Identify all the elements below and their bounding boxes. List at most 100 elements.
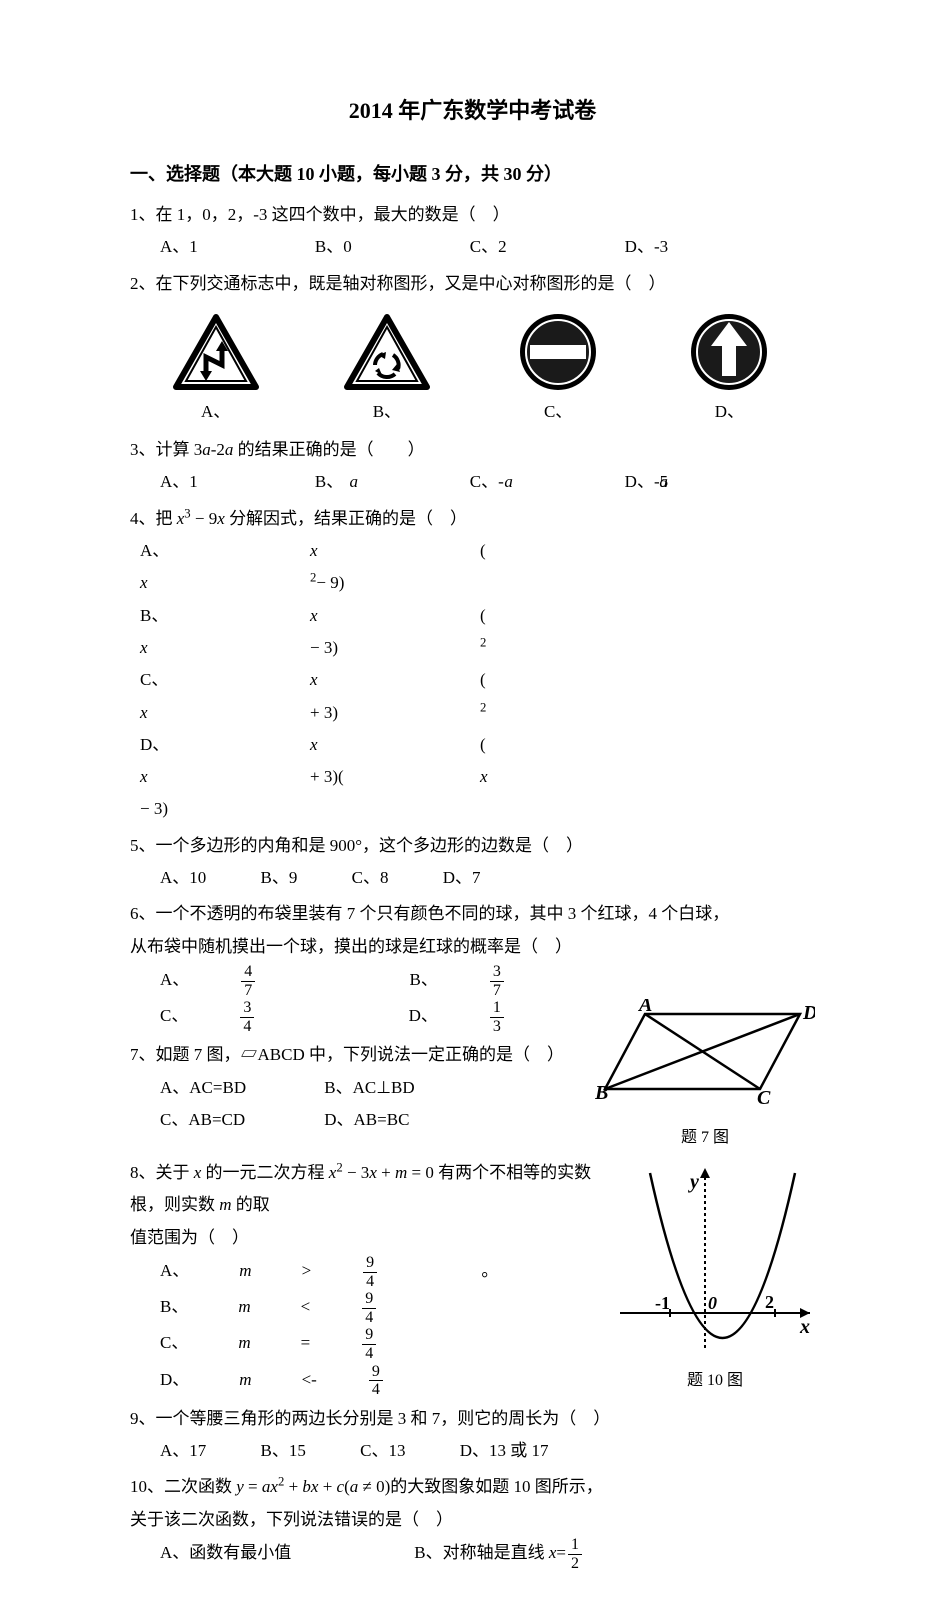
n: 9 (362, 1326, 376, 1345)
question-8: 8、关于 x 的一元二次方程 x2 − 3x + m = 0 有两个不相等的实数… (130, 1157, 815, 1399)
t: ( (480, 729, 630, 761)
q8-opt-b: B、m<94 (160, 1290, 476, 1326)
q4-stem: 4、把 x3 − 9x 分解因式，结果正确的是（ ） (130, 503, 815, 535)
v: x (140, 567, 290, 599)
q8-line1: 8、关于 x 的一元二次方程 x2 − 3x + m = 0 有两个不相等的实数… (130, 1157, 815, 1222)
q9-opt-d: D、13 或 17 (460, 1435, 549, 1467)
q8-opt-a: A、m>94 。 (160, 1254, 548, 1290)
q2-label-d: D、 (684, 396, 774, 428)
t: 的大致图象如题 10 图所示， (390, 1477, 603, 1496)
t: − 9) (316, 567, 466, 599)
v: x (311, 1477, 319, 1496)
v: x (270, 1477, 278, 1496)
q7-opt-c: C、AB=CD (160, 1104, 320, 1136)
v: a (262, 1477, 271, 1496)
t: C、 (160, 1327, 188, 1359)
q2-label-c: C、 (513, 396, 603, 428)
q9-stem: 9、一个等腰三角形的两边长分别是 3 和 7，则它的周长为（ ） (130, 1403, 815, 1435)
n: 3 (240, 999, 254, 1018)
question-3: 3、计算 3a-2a 的结果正确的是（ ） A、1 B、a C、-a D、-5a (130, 434, 815, 499)
t: C、 (160, 1000, 188, 1032)
t: = (301, 1327, 311, 1359)
t: 8、关于 (130, 1163, 194, 1182)
v: b (302, 1477, 311, 1496)
q5-opt-c: C、8 (352, 862, 389, 894)
question-4: 4、把 x3 − 9x 分解因式，结果正确的是（ ） A、x(x2 − 9) B… (130, 503, 815, 826)
t: 的取 (232, 1195, 270, 1214)
question-1: 1、在 1，0，2，-3 这四个数中，最大的数是（ ） A、1 B、0 C、2 … (130, 199, 815, 264)
v: x (140, 761, 290, 793)
q3-var: a (202, 440, 211, 459)
d: 3 (490, 1018, 504, 1036)
q3-opt-b: B、a (315, 466, 466, 498)
d: 7 (490, 982, 504, 1000)
section-1-header: 一、选择题（本大题 10 小题，每小题 3 分，共 30 分） (130, 157, 815, 191)
q7-opt-d: D、AB=BC (324, 1104, 409, 1136)
txt: C、- (470, 466, 505, 498)
q5-options: A、10 B、9 C、8 D、7 (130, 862, 815, 894)
sign-d-icon (684, 312, 774, 392)
t: D、 (160, 1364, 189, 1396)
q10-line1: 10、二次函数 y = ax2 + bx + c(a ≠ 0)的大致图象如题 1… (130, 1471, 815, 1503)
q10-opt-b: B、对称轴是直线 x=12 (414, 1543, 584, 1562)
t: D、 (409, 1000, 438, 1032)
q6-opt-b: B、37 (410, 963, 604, 999)
q1-opt-b: B、0 (315, 231, 466, 263)
t: + (284, 1477, 302, 1496)
s: 2 (480, 635, 486, 649)
v: x (480, 761, 630, 793)
q8-options: A、m>94 。 B、m<94 C、m=94 D、m<-94 (130, 1254, 815, 1399)
q3-text3: 的结果正确的是（ ） (233, 440, 424, 459)
q3-options: A、1 B、a C、-a D、-5a (130, 466, 815, 498)
t: = (244, 1477, 262, 1496)
question-7: 7、如题 7 图，▱ABCD 中，下列说法一定正确的是（ ） A、AC=BD B… (130, 1039, 815, 1136)
v: m (239, 1364, 251, 1396)
t: D、 (140, 729, 290, 761)
q6-line1: 6、一个不透明的布袋里装有 7 个只有颜色不同的球，其中 3 个红球，4 个白球… (130, 898, 815, 930)
var: x (217, 509, 225, 528)
q1-options: A、1 B、0 C、2 D、-3 (130, 231, 815, 263)
n: 1 (490, 999, 504, 1018)
t: < (301, 1291, 311, 1323)
txt: 分解因式，结果正确的是（ ） (225, 509, 467, 528)
v: c (337, 1477, 345, 1496)
q3-opt-a: A、1 (160, 466, 311, 498)
q6-opt-c: C、34 (160, 999, 354, 1035)
d: 2 (568, 1555, 582, 1573)
t: − 3) (140, 793, 290, 825)
q6-options: A、47 B、37 C、34 D、13 (130, 963, 815, 1035)
q2-label-b: B、 (342, 396, 432, 428)
d: 4 (362, 1309, 376, 1327)
q3-stem: 3、计算 3a-2a 的结果正确的是（ ） (130, 434, 815, 466)
question-10: 10、二次函数 y = ax2 + bx + c(a ≠ 0)的大致图象如题 1… (130, 1471, 815, 1572)
q1-opt-c: C、2 (470, 231, 621, 263)
q3-opt-c: C、-a (470, 466, 621, 498)
q8-line2: 值范围为（ ） (130, 1222, 815, 1254)
d: 4 (363, 1273, 377, 1291)
q9-opt-a: A、17 (160, 1435, 206, 1467)
q4-opt-c: C、x(x + 3)2 (140, 664, 795, 729)
t: A、 (140, 535, 290, 567)
q3-text: 3、计算 3 (130, 440, 202, 459)
t: 。 (481, 1255, 498, 1287)
n: 9 (362, 1290, 376, 1309)
v: x (140, 697, 290, 729)
t: <- (302, 1364, 317, 1396)
q9-opt-b: B、15 (261, 1435, 306, 1467)
t: 10、二次函数 (130, 1477, 236, 1496)
d: 4 (369, 1381, 383, 1399)
q5-stem: 5、一个多边形的内角和是 900°，这个多边形的边数是（ ） (130, 830, 815, 862)
q4-options: A、x(x2 − 9) B、x(x − 3)2 C、x(x + 3)2 D、x(… (130, 535, 815, 826)
question-6: 6、一个不透明的布袋里装有 7 个只有颜色不同的球，其中 3 个红球，4 个白球… (130, 898, 815, 1035)
var: a (350, 466, 385, 498)
t: − 3 (343, 1163, 370, 1182)
q5-opt-d: D、7 (443, 862, 481, 894)
q1-opt-a: A、1 (160, 231, 311, 263)
n: 4 (241, 963, 255, 982)
t: B、对称轴是直线 (414, 1543, 549, 1562)
n: 3 (490, 963, 504, 982)
q8-opt-c: C、m=94 (160, 1326, 476, 1362)
v: x (310, 535, 460, 567)
q9-options: A、17 B、15 C、13 D、13 或 17 (130, 1435, 815, 1467)
v: m (238, 1327, 250, 1359)
